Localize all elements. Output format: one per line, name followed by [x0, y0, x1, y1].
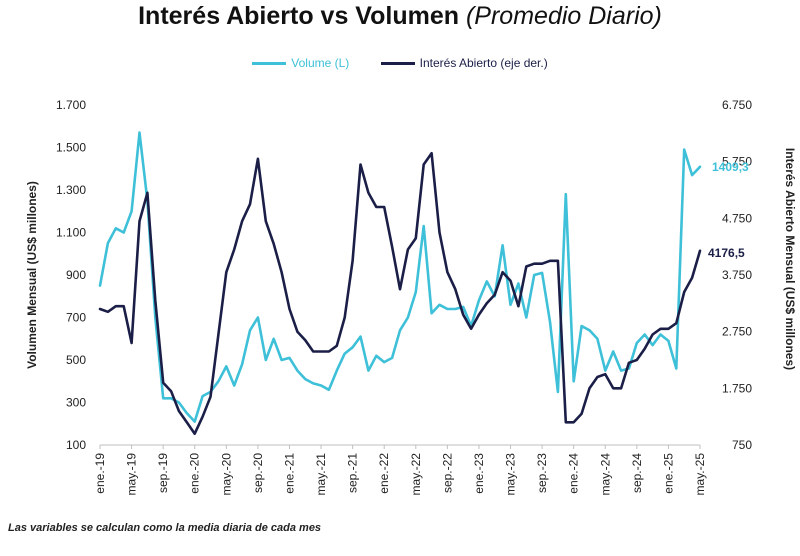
y-right-tick-label: 3.750 — [722, 268, 752, 282]
x-tick-label: sep.-19 — [156, 453, 170, 493]
x-tick-label: ene.-24 — [567, 453, 581, 494]
x-tick-label: may.-19 — [125, 453, 139, 496]
x-tick-label: ene.-21 — [282, 453, 296, 494]
chart-title: Interés Abierto vs Volumen (Promedio Dia… — [0, 2, 800, 31]
y-right-tick-label: 6.750 — [722, 98, 752, 112]
y-right-tick-label: 750 — [732, 438, 752, 452]
y-left-tick-label: 1.300 — [56, 183, 86, 197]
x-tick-label: may.-21 — [314, 453, 328, 496]
chart-title-subtitle: (Promedio Diario) — [465, 2, 662, 30]
y-left-tick-label: 1.100 — [56, 226, 86, 240]
y-left-tick-label: 300 — [66, 396, 86, 410]
y-right-tick-label: 4.750 — [722, 211, 752, 225]
y-left-tick-label: 500 — [66, 353, 86, 367]
x-tick-label: ene.-25 — [661, 453, 675, 494]
y-left-tick-label: 900 — [66, 268, 86, 282]
y-left-tick-label: 1.500 — [56, 141, 86, 155]
footnote: Las variables se calculan como la media … — [8, 522, 322, 534]
x-tick-label: sep.-24 — [630, 453, 644, 493]
end-label-volume: 1409,3 — [712, 160, 749, 174]
x-tick-label: ene.-19 — [93, 453, 107, 494]
y-right-tick-label: 1.750 — [722, 381, 752, 395]
series-line-open-interest — [98, 151, 702, 436]
legend-item-volume: Volume (L) — [252, 56, 349, 70]
x-tick-label: may.-25 — [693, 453, 707, 496]
chart-legend: Volume (L) Interés Abierto (eje der.) — [0, 56, 800, 70]
x-tick-label: ene.-23 — [472, 453, 486, 494]
series-line-volume — [98, 131, 702, 423]
y-left-tick-label: 1.700 — [56, 98, 86, 112]
x-tick-label: may.-22 — [409, 453, 423, 496]
legend-label-open-interest: Interés Abierto (eje der.) — [419, 56, 548, 70]
legend-label-volume: Volume (L) — [291, 56, 350, 70]
end-label-open-interest: 4176,5 — [708, 246, 745, 260]
y-left-tick-label: 100 — [66, 438, 86, 452]
y-left-axis-title: Volumen Mensual (US$ millones) — [25, 181, 39, 369]
legend-swatch-volume — [252, 62, 287, 66]
x-tick-label: sep.-20 — [251, 453, 265, 493]
y-right-axis-title: Interés Abierto Mensual (US$ millones) — [783, 148, 797, 370]
x-tick-label: sep.-23 — [535, 453, 549, 493]
x-tick-label: ene.-22 — [377, 453, 391, 494]
x-tick-label: sep.-21 — [346, 453, 360, 493]
x-tick-label: sep.-22 — [440, 453, 454, 493]
legend-swatch-open-interest — [380, 62, 415, 66]
legend-item-open-interest: Interés Abierto (eje der.) — [380, 56, 548, 70]
x-tick-label: ene.-20 — [188, 453, 202, 494]
y-right-tick-label: 5.750 — [722, 155, 752, 169]
x-tick-label: may.-23 — [504, 453, 518, 496]
x-tick-label: may.-20 — [219, 453, 233, 496]
chart-title-main: Interés Abierto vs Volumen — [138, 2, 460, 30]
y-right-tick-label: 2.750 — [722, 325, 752, 339]
x-tick-label: may.-24 — [598, 453, 612, 496]
y-left-tick-label: 700 — [66, 311, 86, 325]
